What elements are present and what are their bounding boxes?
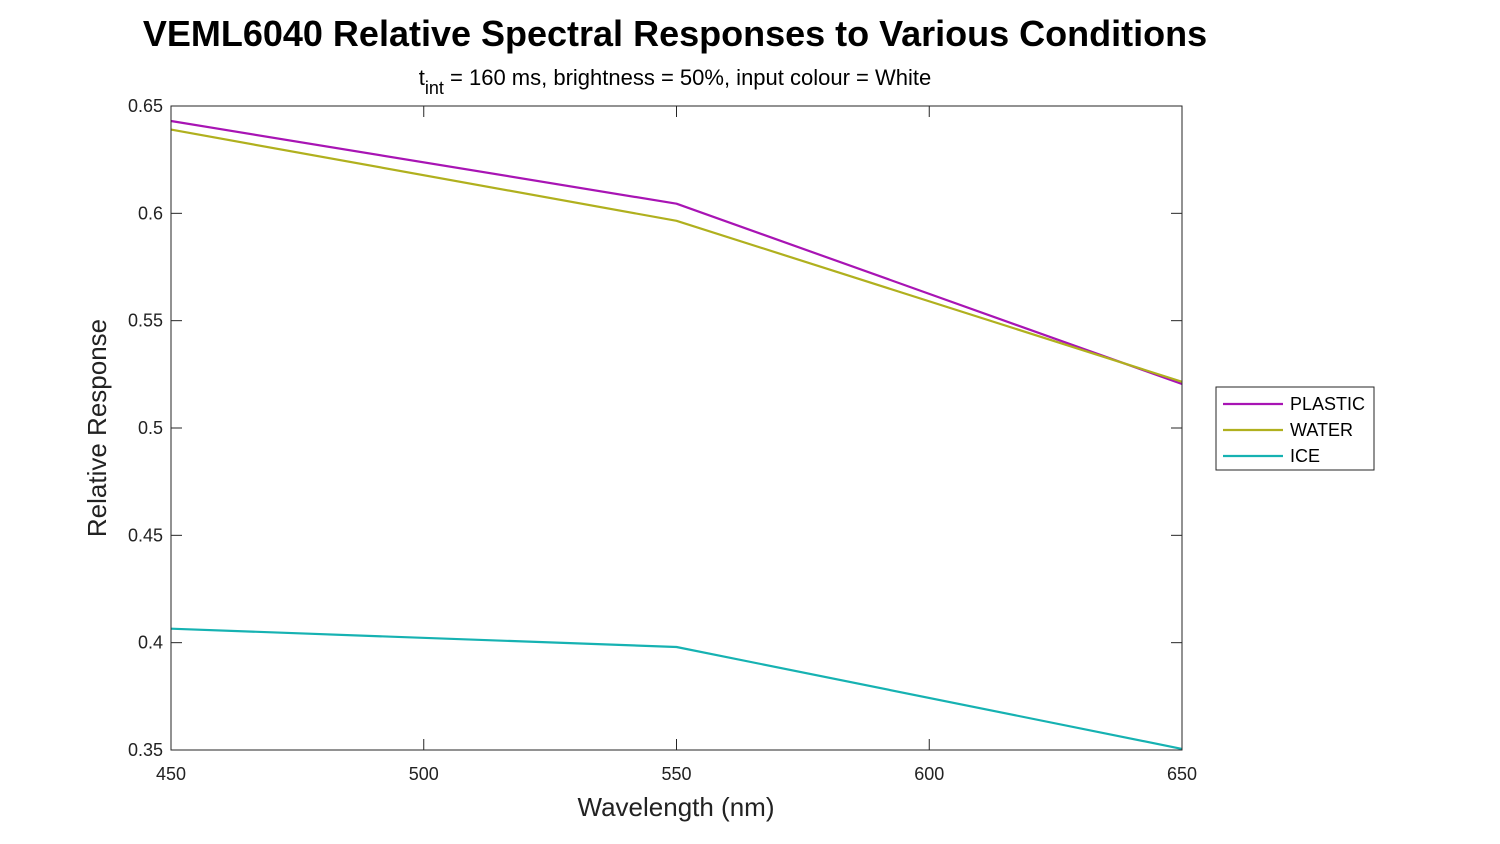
legend[interactable]: PLASTIC WATER ICE [1215, 386, 1375, 471]
x-tick-label: 550 [661, 764, 691, 784]
x-tick-label: 650 [1167, 764, 1197, 784]
x-tick-label: 600 [914, 764, 944, 784]
series-line-water [170, 128, 1183, 383]
series-line-ice [170, 627, 1183, 750]
x-tick-labels: 450 500 550 600 650 [156, 764, 1197, 784]
y-tick-label: 0.4 [138, 633, 163, 653]
x-tick-label: 500 [409, 764, 439, 784]
series-lines [170, 119, 1183, 750]
chart-title: VEML6040 Relative Spectral Responses to … [143, 13, 1207, 54]
series-line-plastic [170, 119, 1183, 386]
y-tick-label: 0.45 [128, 525, 163, 545]
y-tick-label: 0.55 [128, 311, 163, 331]
legend-label-plastic: PLASTIC [1290, 394, 1365, 414]
subtitle-subscript: int [425, 78, 444, 98]
y-tick-label: 0.65 [128, 96, 163, 116]
y-tick-label: 0.6 [138, 203, 163, 223]
legend-label-ice: ICE [1290, 446, 1320, 466]
y-axis-label: Relative Response [82, 319, 112, 537]
x-tick-label: 450 [156, 764, 186, 784]
plot-area-frame [170, 105, 1183, 751]
y-tick-label: 0.35 [128, 740, 163, 760]
chart-subtitle: tint = 160 ms, brightness = 50%, input c… [419, 65, 931, 98]
subtitle-rest: = 160 ms, brightness = 50%, input colour… [444, 65, 931, 90]
subtitle-t: t [419, 65, 425, 90]
y-tick-labels: 0.35 0.4 0.45 0.5 0.55 0.6 0.65 [128, 96, 163, 760]
legend-label-water: WATER [1290, 420, 1353, 440]
x-axis-label: Wavelength (nm) [578, 792, 775, 822]
y-tick-label: 0.5 [138, 418, 163, 438]
